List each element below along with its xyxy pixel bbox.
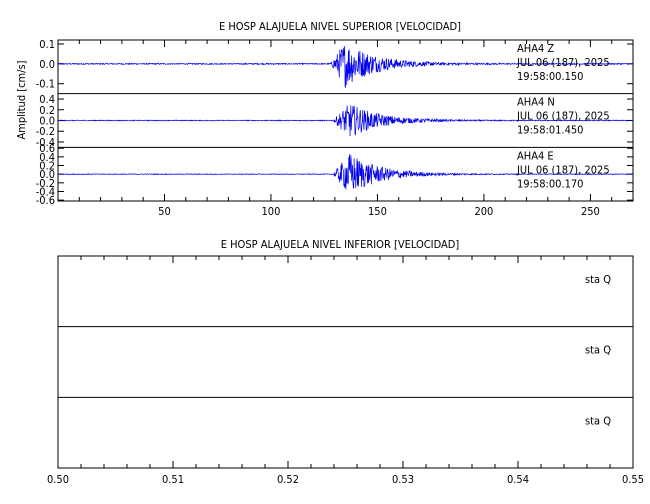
y-tick-label: 0.0 xyxy=(39,115,55,128)
x-tick-label: 0.54 xyxy=(507,473,529,486)
upper-chart-ylabel: Amplitud [cm/s] xyxy=(15,60,28,139)
lower-panels: sta Q sta Q sta Q xyxy=(58,273,633,427)
time-label: 19:58:01.450 xyxy=(517,124,583,137)
date-label: JUL 06 (187), 2025 xyxy=(516,56,610,69)
waveform-E xyxy=(57,153,634,190)
x-tick-label: 100 xyxy=(262,205,281,218)
y-tick-label: 0.0 xyxy=(39,168,55,181)
upper-chart-title: E HOSP ALAJUELA NIVEL SUPERIOR [VELOCIDA… xyxy=(219,20,461,33)
panel-label: sta Q xyxy=(585,344,611,357)
y-tick-label: 0.1 xyxy=(39,38,55,51)
y-tick-label: 0.6 xyxy=(39,142,55,155)
x-tick-label: 250 xyxy=(581,205,600,218)
y-tick-label: -0.4 xyxy=(36,185,55,198)
empty-panel-1: sta Q xyxy=(58,326,633,357)
y-tick-label: -0.2 xyxy=(36,125,55,138)
y-tick-label: 0.4 xyxy=(39,93,55,106)
empty-panel-0: sta Q xyxy=(585,273,611,286)
x-tick-label: 200 xyxy=(474,205,493,218)
y-tick-label: 0.4 xyxy=(39,151,55,164)
x-tick-label: 50 xyxy=(158,205,171,218)
waveform-Z xyxy=(57,46,634,88)
time-label: 19:58:00.170 xyxy=(517,177,583,190)
y-tick-label: -0.1 xyxy=(36,78,55,91)
lower-chart-title: E HOSP ALAJUELA NIVEL INFERIOR [VELOCIDA… xyxy=(221,238,460,251)
y-tick-label: 0.2 xyxy=(39,160,55,173)
station-label: AHA4 N xyxy=(517,96,555,109)
waveform-N xyxy=(57,105,634,137)
y-tick-label: 0.0 xyxy=(39,58,55,71)
station-label: AHA4 Z xyxy=(517,42,554,55)
station-label: AHA4 E xyxy=(517,149,554,162)
x-tick-label: 0.50 xyxy=(47,473,69,486)
x-tick-label: 0.52 xyxy=(277,473,299,486)
y-tick-label: -0.6 xyxy=(36,194,55,207)
y-tick-label: -0.4 xyxy=(36,136,55,149)
x-tick-label: 0.53 xyxy=(392,473,414,486)
lower-chart-frame xyxy=(57,255,634,469)
lower-x-axis: 0.50 0.51 0.52 0.53 0.54 0.55 xyxy=(47,256,644,486)
y-tick-label: -0.2 xyxy=(36,177,55,190)
x-tick-label: 0.51 xyxy=(162,473,184,486)
panel-label: sta Q xyxy=(585,273,611,286)
panel-label: sta Q xyxy=(585,414,611,427)
y-tick-label: 0.2 xyxy=(39,104,55,117)
date-label: JUL 06 (187), 2025 xyxy=(516,110,610,123)
date-label: JUL 06 (187), 2025 xyxy=(516,163,610,176)
time-label: 19:58:00.150 xyxy=(517,70,583,83)
lower-chart: E HOSP ALAJUELA NIVEL INFERIOR [VELOCIDA… xyxy=(47,238,644,486)
x-tick-label: 150 xyxy=(368,205,387,218)
x-tick-label: 0.55 xyxy=(622,473,644,486)
empty-panel-2: sta Q xyxy=(58,396,633,427)
upper-chart: E HOSP ALAJUELA NIVEL SUPERIOR [VELOCIDA… xyxy=(15,20,634,218)
upper-x-axis: 50 100 150 200 250 xyxy=(78,40,613,218)
